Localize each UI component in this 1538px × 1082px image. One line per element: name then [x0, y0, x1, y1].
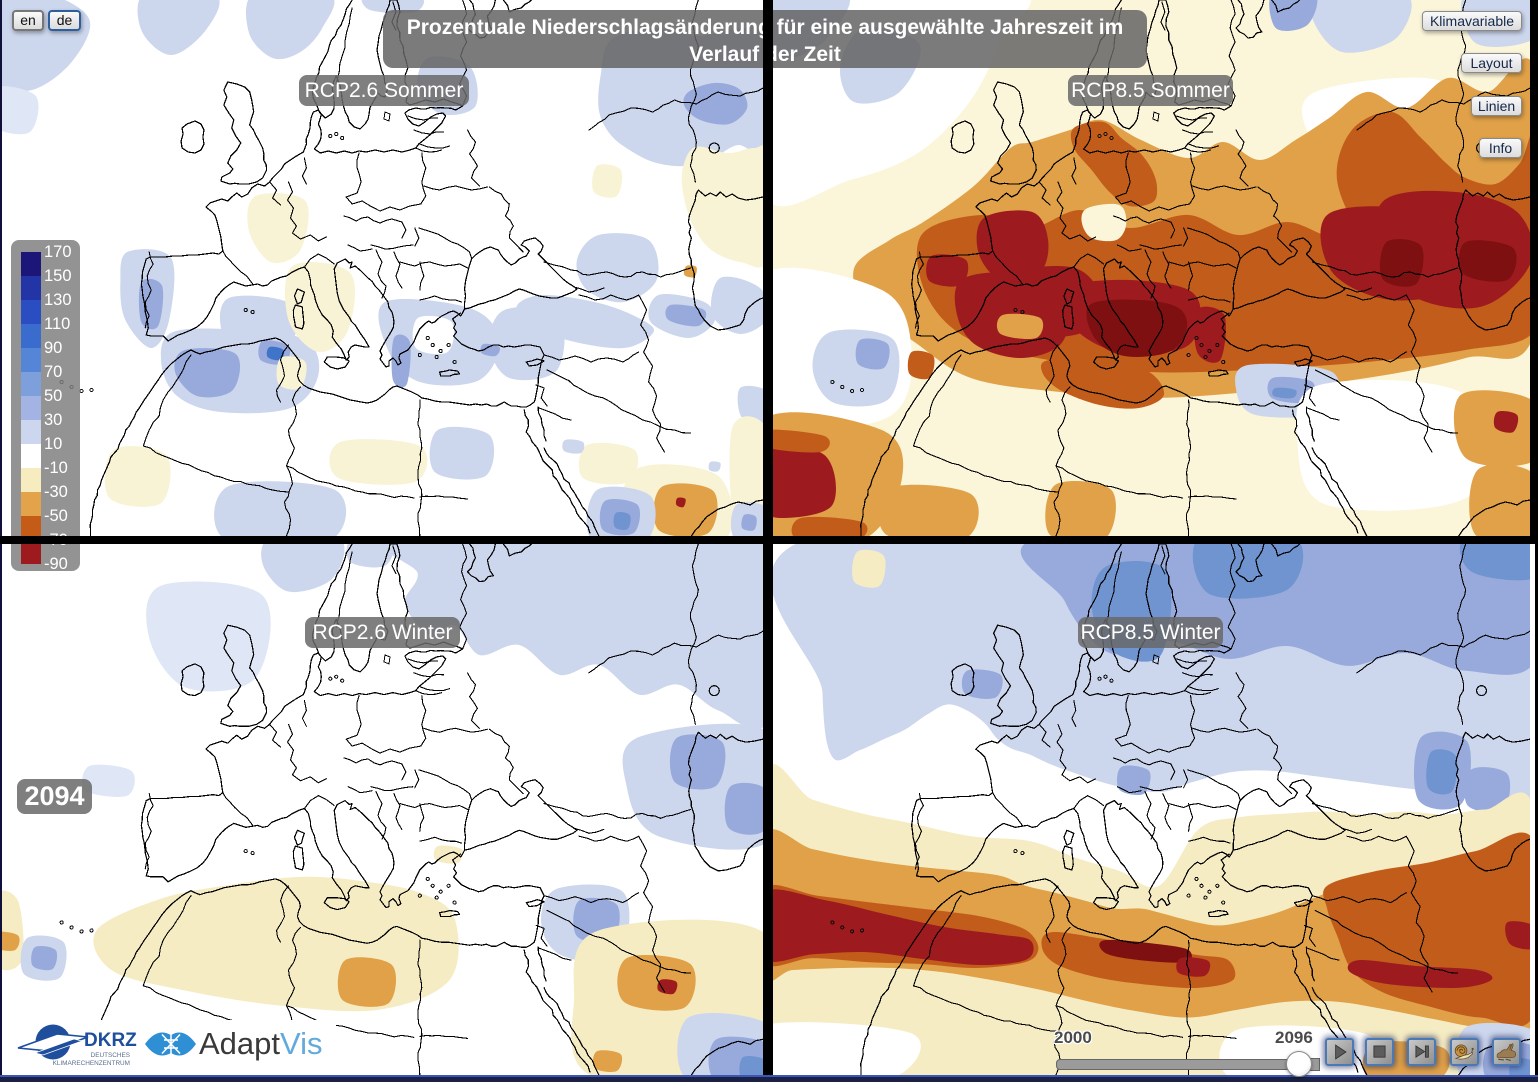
svg-text:DKRZ: DKRZ [84, 1030, 137, 1051]
svg-text:DEUTSCHES: DEUTSCHES [91, 1052, 130, 1059]
svg-text:KLIMARECHENZENTRUM: KLIMARECHENZENTRUM [53, 1060, 130, 1067]
svg-text:AdaptVis: AdaptVis [199, 1026, 323, 1061]
